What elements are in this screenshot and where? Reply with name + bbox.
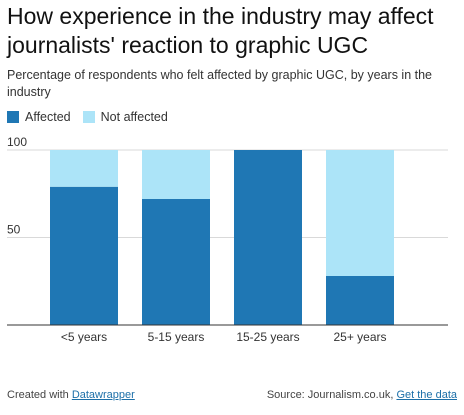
bar-affected-0 xyxy=(50,186,118,325)
legend-swatch-affected xyxy=(7,111,19,123)
bar-affected-1 xyxy=(142,199,210,325)
x-tick-label-1: 5-15 years xyxy=(148,330,205,344)
bar-not-affected-1 xyxy=(142,150,210,199)
chart-title: How experience in the industry may affec… xyxy=(7,3,434,58)
legend: Affected Not affected xyxy=(7,109,180,125)
legend-item-not-affected: Not affected xyxy=(82,110,168,124)
footer-credit: Created with Datawrapper xyxy=(7,389,135,401)
footer-source-prefix: Source: Journalism.co.uk, xyxy=(266,389,397,401)
legend-label-affected: Affected xyxy=(25,110,71,124)
bars xyxy=(50,150,394,325)
footer-created-prefix: Created with xyxy=(7,389,72,401)
bar-affected-2 xyxy=(234,150,302,325)
legend-item-affected: Affected xyxy=(7,110,71,124)
x-tick-label-0: <5 years xyxy=(61,330,107,344)
y-tick-label-100: 100 xyxy=(7,135,27,149)
x-tick-label-3: 25+ years xyxy=(333,330,386,344)
x-tick-label-2: 15-25 years xyxy=(236,330,299,344)
legend-label-not-affected: Not affected xyxy=(100,110,168,124)
bar-affected-3 xyxy=(326,276,394,325)
legend-swatch-not-affected xyxy=(82,111,95,123)
bar-not-affected-3 xyxy=(326,150,394,276)
footer-source: Source: Journalism.co.uk, Get the data xyxy=(267,389,457,401)
chart-subtitle: Percentage of respondents who felt affec… xyxy=(7,68,433,99)
datawrapper-link[interactable]: Datawrapper xyxy=(71,389,135,401)
get-the-data-link[interactable]: Get the data xyxy=(396,389,457,401)
x-axis: <5 years 5-15 years 15-25 years 25+ years xyxy=(7,324,448,344)
bar-not-affected-0 xyxy=(50,150,118,187)
y-tick-label-50: 50 xyxy=(7,223,21,237)
